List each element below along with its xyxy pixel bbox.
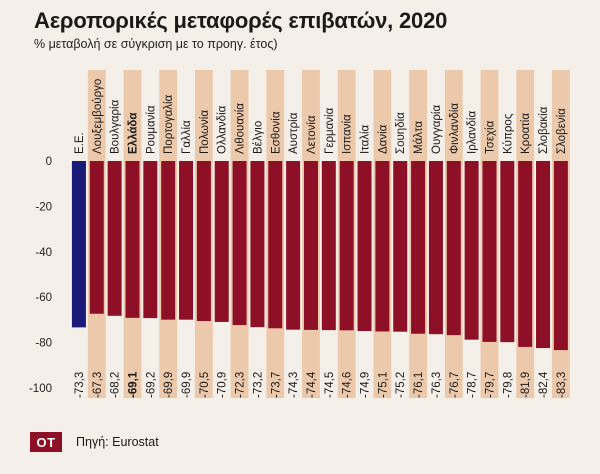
- bar: [321, 161, 336, 331]
- bar: [411, 161, 426, 334]
- bar: [464, 161, 479, 340]
- y-tick-label: 0: [46, 156, 52, 168]
- chart-subtitle: % μεταβολή σε σύγκριση με το προηγ. έτος…: [34, 37, 278, 51]
- value-label: -74,5: [324, 372, 336, 398]
- bar: [89, 161, 104, 314]
- bar: [250, 161, 265, 328]
- category-label: Σλοβενία: [556, 108, 568, 154]
- value-label: -68,2: [110, 372, 122, 398]
- bar: [214, 161, 229, 322]
- category-label: Σλοβακία: [538, 106, 550, 154]
- value-label: -73,3: [74, 372, 86, 398]
- category-label: Ιρλανδία: [467, 111, 479, 154]
- category-label: Κροατία: [520, 113, 532, 154]
- bar: [268, 161, 283, 329]
- category-label: Ισπανία: [342, 114, 354, 154]
- y-tick-label: -40: [35, 247, 52, 259]
- bar: [553, 161, 568, 351]
- y-tick-label: -60: [35, 292, 52, 304]
- value-label: -72,3: [235, 372, 247, 398]
- value-label: -83,3: [556, 372, 568, 398]
- bar: [71, 161, 86, 328]
- value-label: -67,3: [92, 372, 104, 398]
- category-label: Αυστρία: [288, 112, 300, 154]
- category-label: Ιταλία: [360, 124, 372, 154]
- bar: [357, 161, 372, 332]
- y-tick-label: -100: [29, 383, 52, 395]
- bar: [125, 161, 140, 318]
- category-label: Γερμανία: [324, 107, 336, 154]
- value-label: -69,1: [127, 371, 139, 398]
- value-label: -74,9: [360, 372, 372, 398]
- category-label: Δανία: [377, 124, 389, 154]
- value-label: -79,7: [484, 372, 496, 398]
- bar: [375, 161, 390, 332]
- bar: [482, 161, 497, 342]
- bar: [286, 161, 301, 330]
- value-label: -69,9: [181, 372, 193, 398]
- category-label: Βουλγαρία: [110, 99, 122, 154]
- category-label: Εσθονία: [270, 111, 282, 154]
- category-label: Τσεχία: [484, 120, 496, 154]
- bar: [107, 161, 122, 316]
- bar: [536, 161, 551, 349]
- value-label: -76,3: [431, 372, 443, 398]
- value-label: -78,7: [467, 372, 479, 398]
- bar: [428, 161, 443, 335]
- chart-title: Αεροπορικές μεταφορές επιβατών, 2020: [34, 8, 448, 33]
- bar: [446, 161, 461, 336]
- bar: [179, 161, 194, 320]
- category-label: Ελλάδα: [127, 113, 139, 154]
- bar: [393, 161, 408, 332]
- category-label: Λιθουανία: [235, 103, 247, 154]
- value-label: -69,2: [145, 372, 157, 398]
- y-tick-label: -80: [35, 338, 52, 350]
- category-label: Ουγγαρία: [431, 105, 443, 154]
- category-label: Βέλγιο: [252, 121, 264, 154]
- value-label: -76,1: [413, 372, 425, 398]
- bar: [196, 161, 211, 322]
- bar: [161, 161, 176, 320]
- ot-logo: ΟΤ: [30, 432, 62, 452]
- category-label: Κύπρος: [502, 113, 514, 154]
- value-label: -79,8: [502, 372, 514, 398]
- category-label: Σουηδία: [395, 112, 407, 154]
- value-label: -70,5: [199, 372, 211, 398]
- value-label: -73,7: [270, 372, 282, 398]
- bar: [303, 161, 318, 330]
- bar: [232, 161, 247, 326]
- category-label: Ρουμανία: [145, 105, 157, 154]
- category-label: Ε.Ε.: [74, 132, 86, 154]
- bar: [518, 161, 533, 347]
- category-label: Πορτογαλία: [163, 94, 175, 154]
- bar: [143, 161, 158, 319]
- value-label: -82,4: [538, 371, 550, 398]
- value-label: -74,6: [342, 372, 354, 398]
- category-label: Μάλτα: [413, 121, 425, 154]
- category-label: Φινλανδία: [449, 103, 461, 154]
- category-label: Πολωνία: [199, 110, 211, 154]
- category-label: Ολλανδία: [217, 105, 229, 154]
- value-label: -75,1: [377, 372, 389, 398]
- value-label: -74,3: [288, 372, 300, 398]
- y-tick-label: -20: [35, 201, 52, 213]
- category-label: Λουξεμβούργο: [92, 79, 104, 154]
- value-label: -73,2: [252, 372, 264, 398]
- value-label: -70,9: [217, 372, 229, 398]
- category-label: Γαλλία: [181, 120, 193, 154]
- source-note: Πηγή: Eurostat: [76, 435, 159, 449]
- bar: [500, 161, 515, 343]
- value-label: -81,9: [520, 372, 532, 398]
- value-label: -76,7: [449, 372, 461, 398]
- category-label: Λετονία: [306, 115, 318, 154]
- value-label: -74,4: [306, 371, 318, 398]
- value-label: -75,2: [395, 372, 407, 398]
- bar: [339, 161, 354, 331]
- value-label: -69,9: [163, 372, 175, 398]
